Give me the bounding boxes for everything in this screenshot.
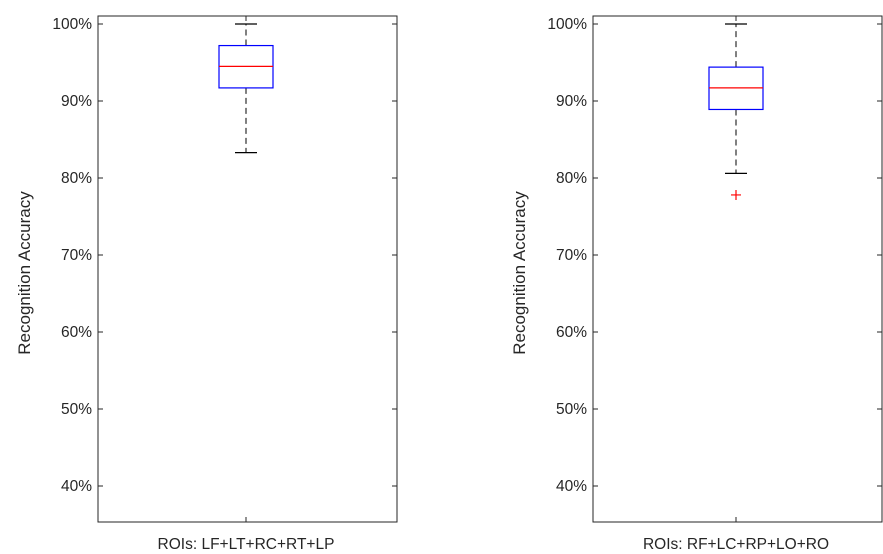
axes-frame — [97, 15, 398, 523]
x-category-label: ROIs: RF+LC+RP+LO+RO — [643, 536, 829, 553]
y-tick-label: 80% — [556, 170, 587, 187]
boxplot-panel-right: 40% 50% 60% 70% 80% 90% 100% ROIs: RF+LC+RP+LO+… — [510, 15, 883, 553]
y-tick-label: 50% — [61, 401, 92, 418]
axes-frame — [592, 15, 883, 523]
y-tick-label: 60% — [556, 324, 587, 341]
y-axis-label: Recognition Accuracy — [510, 191, 529, 355]
y-tick-label: 100% — [52, 16, 92, 33]
y-tick-label: 50% — [556, 401, 587, 418]
y-tick-label: 90% — [61, 93, 92, 110]
y-axis-label: Recognition Accuracy — [15, 191, 34, 355]
y-tick-label: 100% — [547, 16, 587, 33]
y-tick-label: 60% — [61, 324, 92, 341]
y-tick-label: 70% — [556, 247, 587, 264]
y-tick-label: 90% — [556, 93, 587, 110]
y-tick-label: 80% — [61, 170, 92, 187]
y-tick-label: 40% — [61, 478, 92, 495]
x-category-label: ROIs: LF+LT+RC+RT+LP — [158, 536, 335, 553]
outlier-marker — [731, 189, 741, 200]
y-tick-label: 40% — [556, 478, 587, 495]
boxplot-panel-left: 40% 50% 60% 70% 80% 90% 100% ROIs: LF+LT+RC+RT+… — [15, 15, 398, 553]
y-tick-label: 70% — [61, 247, 92, 264]
